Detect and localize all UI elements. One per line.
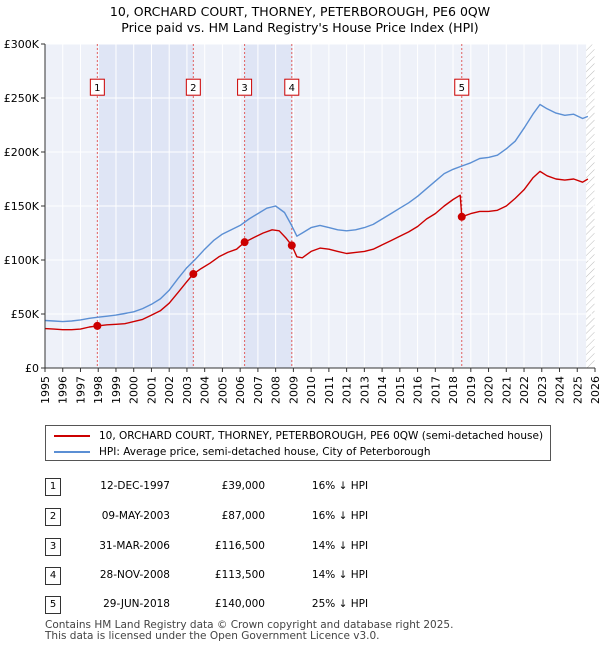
x-tick-label: 2004 xyxy=(199,376,212,404)
y-tick-label: £300K xyxy=(4,38,40,51)
chart-title: 10, ORCHARD COURT, THORNEY, PETERBOROUGH… xyxy=(109,4,491,19)
x-tick-label: 2013 xyxy=(358,376,371,404)
sale-row: 4 28-NOV-2008 £113,500 14% ↓ HPI xyxy=(0,567,600,585)
x-tick-label: 2008 xyxy=(270,376,283,404)
legend-label-hpi: HPI: Average price, semi-detached house,… xyxy=(99,446,431,458)
legend-item-hpi: HPI: Average price, semi-detached house,… xyxy=(54,444,431,460)
sale-number-badge: 1 xyxy=(45,478,61,496)
x-tick-label: 2025 xyxy=(571,376,584,404)
sale-hpi-diff: 14% ↓ HPI xyxy=(311,540,369,552)
x-tick-label: 2002 xyxy=(163,376,176,404)
sale-date: 12-DEC-1997 xyxy=(100,480,170,492)
sale-marker-label: 4 xyxy=(289,83,295,94)
sale-point xyxy=(93,321,102,330)
sale-date: 31-MAR-2006 xyxy=(99,540,170,552)
y-tick-label: £0 xyxy=(25,362,39,375)
x-tick-label: 2010 xyxy=(305,376,318,404)
legend-swatch-property xyxy=(54,435,90,437)
sale-point xyxy=(287,241,296,250)
sale-date: 09-MAY-2003 xyxy=(101,510,170,522)
x-tick-label: 2024 xyxy=(554,376,567,404)
sale-hpi-diff: 25% ↓ HPI xyxy=(311,598,369,610)
x-tick-label: 2005 xyxy=(216,376,229,404)
sale-price: £116,500 xyxy=(214,540,265,552)
sale-number-badge: 5 xyxy=(45,596,61,614)
x-tick-label: 2018 xyxy=(447,376,460,404)
sale-number-badge: 4 xyxy=(45,567,61,585)
sale-row: 3 31-MAR-2006 £116,500 14% ↓ HPI xyxy=(0,538,600,556)
x-tick-label: 2009 xyxy=(287,376,300,404)
sale-point xyxy=(240,238,249,247)
sale-number-badge: 2 xyxy=(45,508,61,526)
sale-date: 28-NOV-2008 xyxy=(99,569,170,581)
sale-row: 2 09-MAY-2003 £87,000 16% ↓ HPI xyxy=(0,508,600,526)
sale-hpi-diff: 14% ↓ HPI xyxy=(311,569,369,581)
legend-swatch-hpi xyxy=(54,451,90,453)
y-tick-label: £50K xyxy=(11,308,40,321)
x-tick-label: 1997 xyxy=(74,376,87,404)
x-tick-label: 2014 xyxy=(376,376,389,404)
x-tick-label: 2026 xyxy=(589,376,600,404)
x-tick-label: 2012 xyxy=(341,376,354,404)
x-tick-label: 2011 xyxy=(323,376,336,404)
x-tick-label: 2020 xyxy=(483,376,496,404)
sale-marker-box xyxy=(454,78,470,96)
y-tick-label: £150K xyxy=(4,200,40,213)
y-tick-label: £200K xyxy=(4,146,40,159)
footer-licence: This data is licensed under the Open Gov… xyxy=(45,630,380,642)
x-tick-label: 2023 xyxy=(536,376,549,404)
x-tick-label: 2001 xyxy=(145,376,158,404)
x-tick-label: 1996 xyxy=(57,376,70,404)
series-line-property xyxy=(44,170,589,331)
sale-row: 1 12-DEC-1997 £39,000 16% ↓ HPI xyxy=(0,478,600,496)
x-tick-label: 2006 xyxy=(234,376,247,404)
x-tick-label: 2019 xyxy=(465,376,478,404)
x-tick-label: 2015 xyxy=(394,376,407,404)
sale-date: 29-JUN-2018 xyxy=(103,598,170,610)
sale-point xyxy=(457,212,466,221)
footer-attribution: Contains HM Land Registry data © Crown c… xyxy=(45,620,453,642)
x-tick-label: 2016 xyxy=(412,376,425,404)
x-tick-label: 2007 xyxy=(252,376,265,404)
sale-price: £87,000 xyxy=(221,510,265,522)
chart-subtitle: Price paid vs. HM Land Registry's House … xyxy=(121,20,479,35)
sale-number-badge: 3 xyxy=(45,538,61,556)
footer-copyright: Contains HM Land Registry data © Crown c… xyxy=(45,619,454,631)
x-tick-label: 2000 xyxy=(128,376,141,404)
sale-marker-box xyxy=(284,78,300,96)
sale-marker-label: 2 xyxy=(190,83,196,94)
legend-label-property: 10, ORCHARD COURT, THORNEY, PETERBOROUGH… xyxy=(99,430,544,442)
sale-price: £140,000 xyxy=(214,598,265,610)
x-tick-label: 2003 xyxy=(181,376,194,404)
x-tick-label: 1998 xyxy=(92,376,105,404)
sale-point xyxy=(189,270,198,279)
sale-hpi-diff: 16% ↓ HPI xyxy=(311,510,369,522)
x-tick-label: 1995 xyxy=(39,376,52,404)
sale-row: 5 29-JUN-2018 £140,000 25% ↓ HPI xyxy=(0,596,600,614)
y-tick-label: £250K xyxy=(4,92,40,105)
sale-marker-box xyxy=(185,78,201,96)
x-tick-label: 2017 xyxy=(429,376,442,404)
x-tick-label: 2022 xyxy=(518,376,531,404)
sale-price: £113,500 xyxy=(214,569,265,581)
price-chart: 1 2 3 4 5 £0 £50K £100K £150K £200K £250K £300K 199… xyxy=(4,38,600,404)
legend-item-property: 10, ORCHARD COURT, THORNEY, PETERBOROUGH… xyxy=(54,428,543,444)
x-tick-label: 2021 xyxy=(500,376,513,404)
sale-marker-box xyxy=(237,78,253,96)
sale-hpi-diff: 16% ↓ HPI xyxy=(311,480,369,492)
chart-legend: 10, ORCHARD COURT, THORNEY, PETERBOROUGH… xyxy=(45,425,551,461)
x-tick-label: 1999 xyxy=(110,376,123,404)
sale-marker-box xyxy=(89,78,105,96)
sale-price: £39,000 xyxy=(221,480,265,492)
series-line-hpi xyxy=(44,103,589,323)
sale-marker-label: 5 xyxy=(459,83,465,94)
sale-marker-label: 1 xyxy=(94,83,100,94)
y-tick-label: £100K xyxy=(4,254,40,267)
sale-marker-label: 3 xyxy=(241,83,247,94)
